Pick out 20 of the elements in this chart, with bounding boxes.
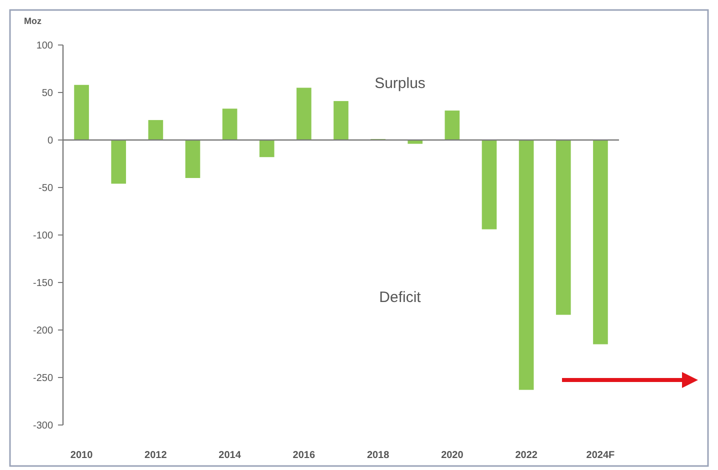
annotation: Deficit — [379, 289, 422, 306]
y-tick-label: -200 — [32, 326, 54, 336]
x-tick-label: 2024F — [586, 450, 615, 461]
x-tick-label: 2012 — [144, 450, 168, 461]
y-tick-label: -50 — [38, 183, 54, 194]
y-tick-label: -250 — [32, 373, 54, 384]
y-tick-label: 50 — [42, 88, 54, 99]
y-tick-label: 100 — [36, 40, 54, 52]
x-tick-label: 2010 — [70, 450, 94, 461]
y-tick-label: -300 — [32, 420, 54, 432]
x-tick-label: 2022 — [515, 450, 538, 461]
x-tick-label: 2020 — [441, 450, 464, 461]
annotation: Surplus — [374, 75, 426, 92]
y-tick-label: -150 — [32, 278, 54, 289]
y-axis-title: Moz — [24, 16, 42, 26]
x-tick-label: 2018 — [366, 450, 390, 461]
x-tick-label: 2016 — [292, 450, 316, 461]
y-tick-label: 0 — [47, 136, 54, 146]
y-tick-label: -100 — [32, 230, 54, 242]
x-tick-label: 2014 — [218, 450, 242, 461]
